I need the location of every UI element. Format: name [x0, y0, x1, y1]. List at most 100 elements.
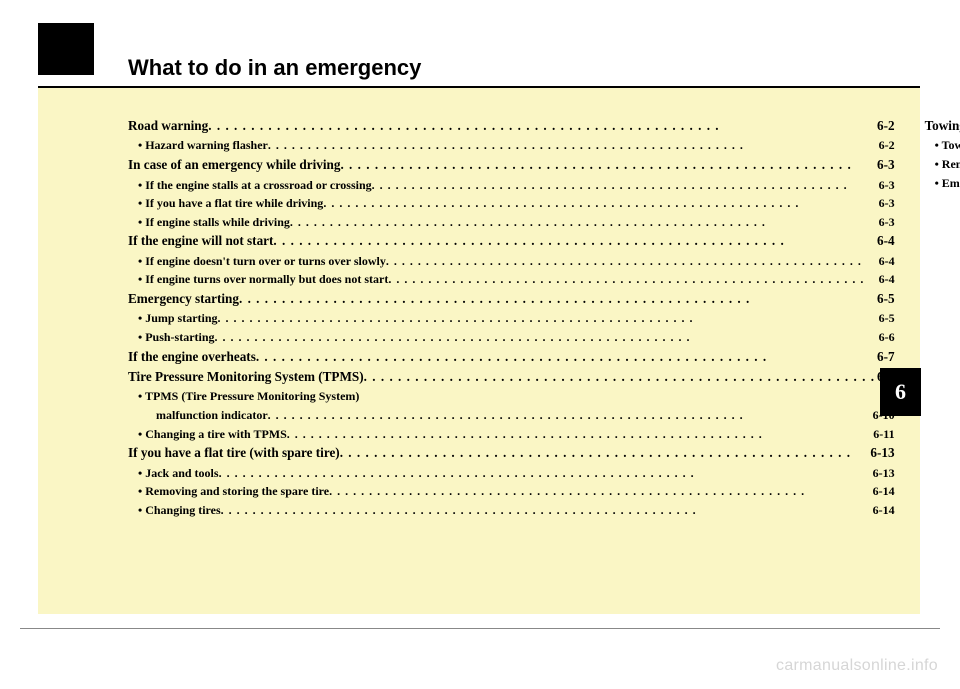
- toc-page: 6-2: [875, 116, 895, 136]
- toc-entry: • Towing service6-22: [925, 136, 960, 155]
- toc-label: • Changing tires: [138, 501, 221, 520]
- toc-entry: • Removing and storing the spare tire 6-1…: [128, 482, 895, 501]
- toc-page: 6-5: [877, 309, 895, 328]
- toc-page: 6-4: [877, 270, 895, 289]
- toc-label: Towing: [925, 116, 960, 136]
- toc-label: • If engine turns over normally but does…: [138, 270, 388, 289]
- toc-dots: [219, 464, 871, 483]
- page-title: What to do in an emergency: [128, 55, 918, 81]
- toc-column-left: Road warning 6-2 • Hazard warning flasher 6…: [128, 116, 895, 519]
- toc-page: 6-13: [871, 464, 895, 483]
- toc-columns: Road warning6-2• Hazard warning flasher6…: [128, 116, 884, 519]
- content-panel: Road warning 6-2 • Hazard warning flasher 6…: [38, 88, 920, 614]
- toc-entry: If the engine overheats 6-7: [128, 347, 895, 367]
- toc-page: 6-11: [871, 425, 894, 444]
- toc-entry: • If you have a flat tire while driving 6…: [128, 194, 895, 213]
- toc-dots: [340, 155, 875, 175]
- toc-label: If you have a flat tire (with spare tire…: [128, 443, 340, 463]
- toc-label: • Jack and tools: [138, 464, 219, 483]
- toc-entry: • If engine stalls while driving 6-3: [128, 213, 895, 232]
- toc-entry: • If engine doesn't turn over or turns o…: [128, 252, 895, 271]
- toc-label: If the engine overheats: [128, 347, 256, 367]
- toc-dots: [386, 252, 877, 271]
- toc-entry: • TPMS (Tire Pressure Monitoring System): [128, 387, 895, 406]
- toc-label: • Removable towing hook: [935, 155, 960, 174]
- bottom-rule: [20, 628, 940, 629]
- toc-entry: • Push-starting 6-6: [128, 328, 895, 347]
- toc-dots: [268, 406, 871, 425]
- toc-dots: [372, 176, 877, 195]
- toc-entry: • Jack and tools 6-13: [128, 464, 895, 483]
- toc-label: malfunction indicator: [156, 406, 268, 425]
- toc-label: If the engine will not start: [128, 231, 273, 251]
- toc-dots: [290, 213, 877, 232]
- toc-entry: Emergency starting 6-5: [128, 289, 895, 309]
- toc-dots: [287, 425, 871, 444]
- toc-entry: • Jump starting 6-5: [128, 309, 895, 328]
- toc-entry: • Removable towing hook6-23: [925, 155, 960, 174]
- chapter-number: 6: [895, 379, 906, 405]
- toc-dots: [218, 309, 877, 328]
- toc-page: 6-14: [871, 501, 895, 520]
- toc-label: • Emergency towing: [935, 174, 960, 193]
- toc-entry: • Hazard warning flasher 6-2: [128, 136, 895, 155]
- toc-label: • Towing service: [935, 136, 960, 155]
- toc-entry: • If engine turns over normally but does…: [128, 270, 895, 289]
- toc-label: • Jump starting: [138, 309, 218, 328]
- toc-dots: [268, 136, 877, 155]
- toc-page: 6-14: [871, 482, 895, 501]
- title-row: What to do in an emergency: [128, 55, 918, 81]
- toc-page: 6-4: [875, 231, 895, 251]
- toc-entry: • Changing a tire with TPMS 6-11: [128, 425, 895, 444]
- toc-label: • Push-starting: [138, 328, 215, 347]
- toc-page: 6-2: [877, 136, 895, 155]
- toc-entry: If you have a flat tire (with spare tire…: [128, 443, 895, 463]
- toc-label: • If engine doesn't turn over or turns o…: [138, 252, 386, 271]
- toc-column-right: Towing6-22• Towing service6-22• Removabl…: [925, 116, 960, 519]
- toc-entry: malfunction indicator6-10: [128, 406, 895, 425]
- toc-entry: In case of an emergency while driving 6-3: [128, 155, 895, 175]
- toc-label: • If you have a flat tire while driving: [138, 194, 323, 213]
- toc-label: • Removing and storing the spare tire: [138, 482, 329, 501]
- toc-entry: Tire Pressure Monitoring System (TPMS)6-…: [128, 367, 895, 387]
- toc-dots: [273, 231, 875, 251]
- toc-dots: [323, 194, 876, 213]
- toc-dots: [215, 328, 877, 347]
- chapter-tab: 6: [880, 368, 921, 416]
- toc-page: 6-3: [877, 176, 895, 195]
- toc-entry: If the engine will not start 6-4: [128, 231, 895, 251]
- toc-label: In case of an emergency while driving: [128, 155, 340, 175]
- toc-label: • Changing a tire with TPMS: [138, 425, 287, 444]
- toc-dots: [364, 367, 875, 387]
- toc-label: • If engine stalls while driving: [138, 213, 290, 232]
- toc-dots: [239, 289, 875, 309]
- toc-page: 6-3: [875, 155, 895, 175]
- manual-page: What to do in an emergency Road warning 6…: [0, 0, 960, 689]
- toc-label: • If the engine stalls at a crossroad or…: [138, 176, 372, 195]
- toc-entry: • Changing tires 6-14: [128, 501, 895, 520]
- toc-dots: [208, 116, 875, 136]
- toc-page: 6-13: [868, 443, 894, 463]
- toc-page: 6-5: [875, 289, 895, 309]
- toc-entry: • Emergency towing6-24: [925, 174, 960, 193]
- toc-entry: Towing6-22: [925, 116, 960, 136]
- toc-label: Road warning: [128, 116, 208, 136]
- toc-label: Tire Pressure Monitoring System (TPMS): [128, 367, 364, 387]
- corner-tab: [38, 23, 94, 75]
- toc-entry: • If the engine stalls at a crossroad or…: [128, 176, 895, 195]
- toc-page: 6-3: [877, 213, 895, 232]
- toc-label: Emergency starting: [128, 289, 239, 309]
- toc-page: 6-6: [877, 328, 895, 347]
- toc-dots: [256, 347, 875, 367]
- toc-page: 6-3: [877, 194, 895, 213]
- toc-dots: [329, 482, 870, 501]
- toc-page: 6-7: [875, 347, 895, 367]
- toc-label: • TPMS (Tire Pressure Monitoring System): [138, 387, 359, 406]
- toc-entry: Road warning 6-2: [128, 116, 895, 136]
- toc-label: • Hazard warning flasher: [138, 136, 268, 155]
- toc-dots: [340, 443, 869, 463]
- toc-dots: [221, 501, 871, 520]
- toc-dots: [388, 270, 876, 289]
- watermark: carmanualsonline.info: [776, 657, 938, 675]
- toc-page: 6-4: [877, 252, 895, 271]
